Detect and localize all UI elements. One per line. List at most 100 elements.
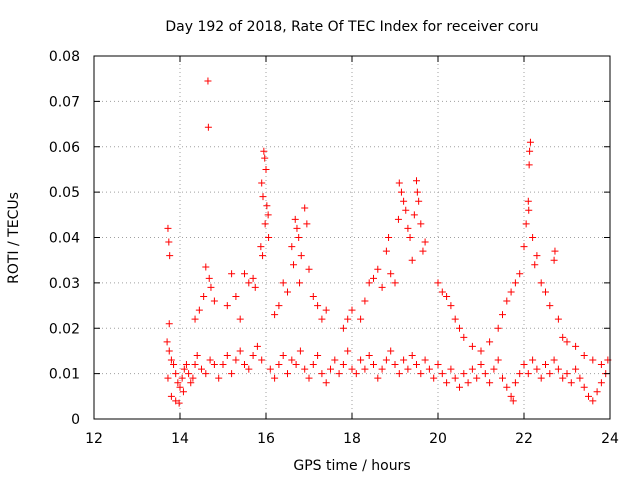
y-tick-label: 0.04 <box>49 231 80 247</box>
data-point <box>339 361 347 369</box>
data-point <box>563 370 571 378</box>
data-point <box>361 297 369 305</box>
data-point <box>494 356 502 364</box>
data-point <box>258 356 266 364</box>
data-point <box>533 365 541 373</box>
data-point <box>481 370 489 378</box>
data-point <box>537 374 545 382</box>
data-point <box>421 238 429 246</box>
y-tick-label: 0.05 <box>49 185 80 201</box>
y-axis-label: ROTI / TECUs <box>6 192 22 284</box>
data-point <box>477 361 485 369</box>
data-point <box>378 283 386 291</box>
data-point <box>572 342 580 350</box>
data-point <box>550 256 558 264</box>
data-point <box>597 361 605 369</box>
data-point <box>374 374 382 382</box>
data-point <box>165 320 173 328</box>
data-point <box>417 370 425 378</box>
data-point <box>456 324 463 332</box>
data-point <box>301 204 309 212</box>
data-point <box>258 179 266 187</box>
grid-lines <box>94 56 610 419</box>
data-point <box>507 392 515 400</box>
data-point <box>580 383 588 391</box>
data-point <box>404 365 412 373</box>
data-point <box>296 279 304 287</box>
data-point <box>542 288 549 296</box>
data-point <box>382 247 390 255</box>
data-point <box>288 356 296 364</box>
data-point <box>589 397 597 405</box>
data-point <box>499 311 506 319</box>
data-point <box>165 238 173 246</box>
data-point <box>335 370 343 378</box>
data-point <box>533 252 541 260</box>
data-point <box>318 315 326 323</box>
x-tick-labels: 12 14 16 18 20 22 24 <box>85 431 619 447</box>
data-point <box>413 361 420 369</box>
data-point <box>494 324 502 332</box>
data-point <box>365 351 373 359</box>
data-point <box>511 279 519 287</box>
data-point <box>408 256 416 264</box>
y-tick-label: 0.07 <box>49 94 80 110</box>
data-point <box>291 215 299 223</box>
data-point <box>296 347 304 355</box>
data-point <box>580 351 588 359</box>
data-point <box>249 274 257 282</box>
data-point <box>408 351 416 359</box>
x-tick-label: 18 <box>343 431 361 447</box>
data-point <box>297 252 305 260</box>
data-point <box>167 356 175 364</box>
data-point <box>271 374 279 382</box>
data-point <box>322 306 330 314</box>
data-point <box>490 365 498 373</box>
data-point <box>589 356 597 364</box>
data-point <box>223 351 231 359</box>
data-point <box>172 370 180 378</box>
data-point <box>468 342 476 350</box>
data-point <box>241 361 248 369</box>
data-point <box>344 315 352 323</box>
data-point <box>305 374 313 382</box>
data-point <box>236 315 244 323</box>
data-point <box>259 252 267 260</box>
data-point <box>520 243 528 251</box>
data-point <box>391 279 399 287</box>
data-point <box>261 154 269 162</box>
data-point <box>387 270 395 278</box>
data-point <box>438 288 446 296</box>
x-axis-label: GPS time / hours <box>293 458 410 474</box>
data-point <box>261 220 269 228</box>
data-point <box>241 270 248 278</box>
chart-title: Day 192 of 2018, Rate Of TEC Index for r… <box>165 19 538 35</box>
data-point <box>210 297 218 305</box>
data-point <box>434 361 442 369</box>
data-point <box>525 161 533 169</box>
data-point <box>322 379 330 387</box>
data-point <box>339 324 347 332</box>
data-point <box>554 365 562 373</box>
data-point <box>279 279 287 287</box>
data-point <box>447 365 455 373</box>
data-point <box>425 365 433 373</box>
x-tick-label: 20 <box>429 431 447 447</box>
data-point <box>419 247 427 255</box>
data-point <box>391 361 399 369</box>
data-point <box>511 379 519 387</box>
data-point <box>522 220 530 228</box>
data-point <box>413 177 420 185</box>
data-point <box>303 220 311 228</box>
data-point <box>166 252 174 260</box>
data-point <box>204 77 212 85</box>
data-point <box>284 288 291 296</box>
data-point <box>164 374 172 382</box>
data-point <box>219 361 227 369</box>
data-point <box>228 270 236 278</box>
data-point <box>526 138 534 146</box>
data-point <box>525 206 533 214</box>
data-point <box>275 302 283 310</box>
y-tick-label: 0.08 <box>49 49 80 65</box>
